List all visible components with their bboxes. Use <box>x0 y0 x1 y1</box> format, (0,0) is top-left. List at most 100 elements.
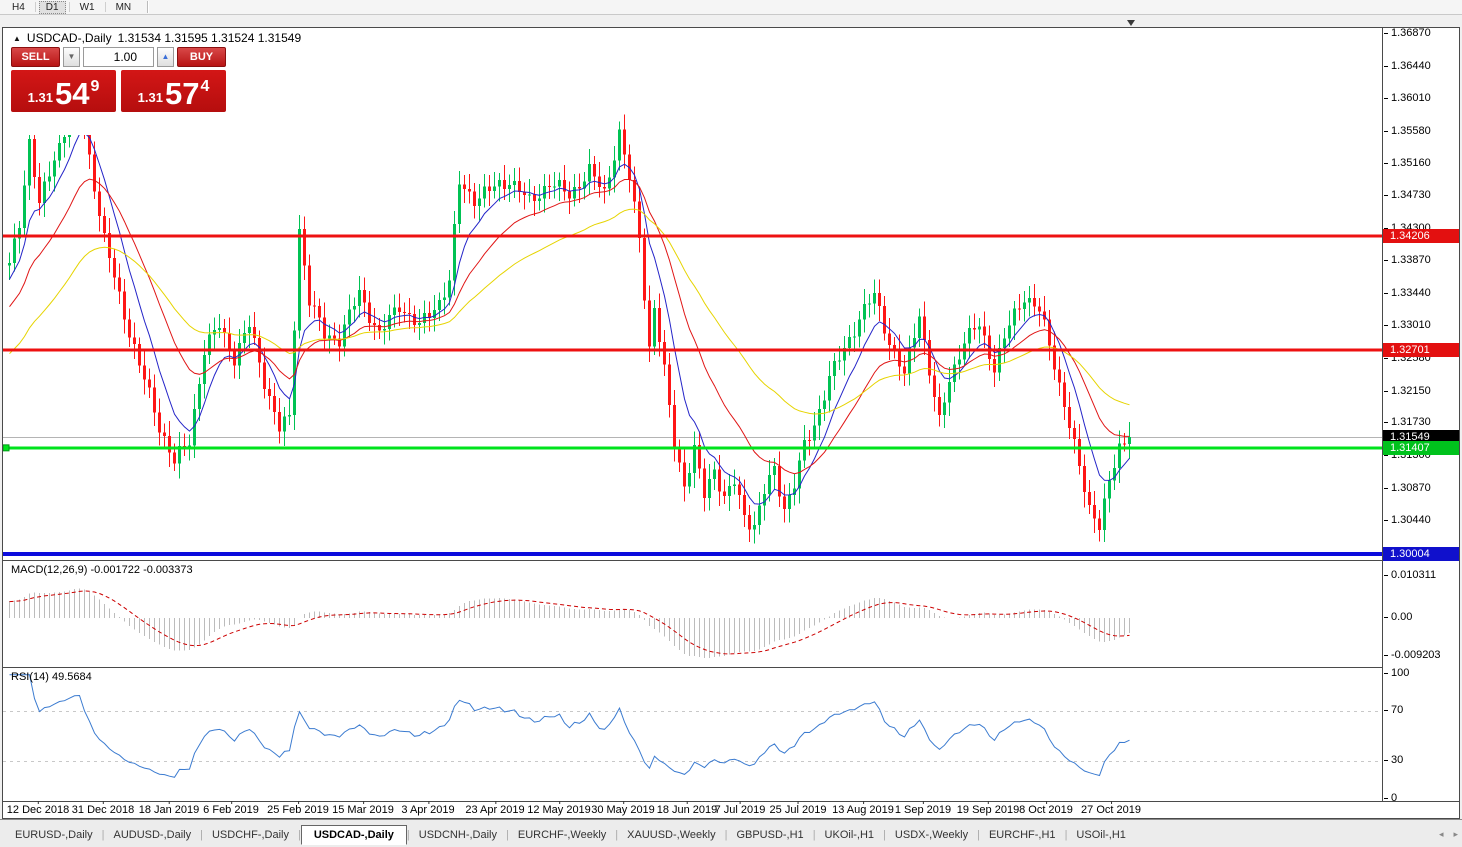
date-axis[interactable]: 12 Dec 2018 31 Dec 2018 18 Jan 2019 6 Feb 2… <box>3 801 1459 818</box>
price-tag-1.30004: 1.30004 <box>1383 547 1459 562</box>
sell-price-display[interactable]: 1.31 54 9 <box>11 70 116 112</box>
macd-indicator-chart <box>9 588 1130 659</box>
buy-price-digits: 57 <box>164 76 200 111</box>
timeframe-button-h4[interactable]: H4 <box>12 1 25 13</box>
macd-tick-label: 0.010311 <box>1383 568 1437 581</box>
price-scale[interactable]: 1.36870 1.36440 1.36010 1.35580 1.35160 1.347… <box>1383 27 1459 804</box>
tab-scroll-right-icon[interactable]: ▸ <box>1453 829 1458 839</box>
price-tick-label: 1.30870 <box>1384 481 1431 494</box>
macd-tick-label: -0.009203 <box>1384 648 1441 661</box>
price-scale-divider <box>1382 28 1383 801</box>
date-label: 1 Sep 2019 <box>894 801 952 816</box>
candles-layer <box>8 81 1131 544</box>
date-label: 18 Jan 2019 <box>138 801 200 816</box>
date-label: 7 Jul 2019 <box>714 801 766 816</box>
chart-ohlc-values: 1.31534 1.31595 1.31524 1.31549 <box>117 31 302 45</box>
price-tick-label: 1.32150 <box>1384 384 1431 397</box>
price-tag-1.32701: 1.32701 <box>1383 342 1459 357</box>
toolbar-separator <box>104 2 106 12</box>
tab-separator: | <box>101 829 105 841</box>
symbol-tab-usdcnh-daily[interactable]: USDCNH-,Daily <box>418 829 497 841</box>
timeframe-button-w1[interactable]: W1 <box>79 1 95 13</box>
tab-separator: | <box>724 829 728 841</box>
date-label: 27 Oct 2019 <box>1081 801 1141 816</box>
price-tick-label: 1.36010 <box>1384 92 1431 105</box>
pane-separator[interactable] <box>3 667 1459 668</box>
buy-price-display[interactable]: 1.31 57 4 <box>121 70 226 112</box>
tab-scroll-left-icon[interactable]: ◂ <box>1438 829 1444 839</box>
chart-tab-bar: EURUSD-,Daily | AUDUSD-,Daily | USDCHF-,Dail… <box>0 819 1462 847</box>
timeframe-toolbar: H4 D1 W1 MN <box>0 0 1462 15</box>
toolbar-groove <box>147 1 150 13</box>
volume-increase-button[interactable]: ▲ <box>157 47 174 67</box>
buy-price-prefix: 1.31 <box>137 90 163 105</box>
rsi-tick-label: 70 <box>1383 704 1404 716</box>
toolbar-separator <box>68 2 70 12</box>
price-tag-1.31407: 1.31407 <box>1383 440 1459 455</box>
price-tick-label: 1.36440 <box>1384 59 1431 72</box>
date-label: 13 Aug 2019 <box>832 801 894 816</box>
sell-button[interactable]: SELL <box>11 47 60 67</box>
trade-panel-toggle-icon[interactable]: ▲ <box>13 33 21 43</box>
ma-mid-line <box>9 178 1130 475</box>
sell-price-pip: 9 <box>90 78 100 95</box>
date-label: 18 Jun 2019 <box>656 801 718 816</box>
symbol-tab-usoil-h1[interactable]: USOil-,H1 <box>1076 829 1126 841</box>
date-label: 12 Dec 2018 <box>6 801 70 816</box>
pane-separator[interactable] <box>3 560 1459 561</box>
symbol-tab-xauusd-weekly[interactable]: XAUUSD-,Weekly <box>627 829 716 841</box>
price-tick-label: 1.34730 <box>1384 189 1431 202</box>
tab-separator: | <box>406 829 410 841</box>
symbol-tab-eurusd-daily[interactable]: EURUSD-,Daily <box>15 829 93 841</box>
symbol-tab-usdcad-daily[interactable]: USDCAD-,Daily <box>300 825 407 845</box>
tab-separator: | <box>506 829 509 841</box>
symbol-tab-usdchf-daily[interactable]: USDCHF-,Daily <box>211 829 289 841</box>
timeframe-button-mn[interactable]: MN <box>115 1 132 13</box>
price-tick-label: 1.33440 <box>1384 286 1431 299</box>
rsi-tick-label: 100 <box>1383 666 1410 679</box>
price-tick-label: 1.35160 <box>1384 156 1431 169</box>
sell-price-prefix: 1.31 <box>27 90 53 105</box>
price-tick-label: 1.33870 <box>1384 254 1431 267</box>
symbol-tab-usdx-weekly[interactable]: USDX-,Weekly <box>894 829 969 841</box>
volume-decrease-button[interactable]: ▼ <box>63 47 80 67</box>
rsi-line <box>9 674 1130 778</box>
one-click-trading-panel: SELL ▼ ▲ BUY 1.31 54 9 1.31 57 4 <box>9 45 228 135</box>
price-tick-label: 1.31730 <box>1384 416 1431 429</box>
symbol-tab-gbpusd-h1[interactable]: GBPUSD-,H1 <box>736 829 804 841</box>
timeframe-button-d1[interactable]: D1 <box>38 0 66 14</box>
symbol-tab-eurchf-weekly[interactable]: EURCHF-,Weekly <box>517 829 607 841</box>
buy-price-pip: 4 <box>200 78 210 95</box>
candlestick-chart <box>3 81 1382 557</box>
rsi-label: RSI(14) 49.5684 <box>11 671 92 683</box>
date-label: 25 Jul 2019 <box>769 801 827 816</box>
toolbar-separator <box>34 2 36 12</box>
rsi-indicator-chart <box>3 674 1382 778</box>
tab-separator: | <box>812 829 816 841</box>
tab-separator: | <box>977 829 980 841</box>
chart-symbol-label: USDCAD-,Daily <box>26 31 112 45</box>
buy-button[interactable]: BUY <box>177 47 226 67</box>
ma-fast-line <box>9 132 1130 505</box>
tab-separator: | <box>615 829 619 841</box>
price-tick-label: 1.36870 <box>1384 27 1431 39</box>
symbol-tab-eurchf-h1[interactable]: EURCHF-,H1 <box>988 829 1056 841</box>
support-line <box>3 446 1382 450</box>
symbol-tab-ukoil-h1[interactable]: UKOil-,H1 <box>824 829 875 841</box>
symbol-tab-audusd-daily[interactable]: AUDUSD-,Daily <box>113 829 192 841</box>
rsi-tick-label: 0 <box>1383 791 1398 804</box>
date-label: 12 May 2019 <box>527 801 591 816</box>
line-handle <box>3 444 10 452</box>
chart-shift-icon <box>1127 20 1135 26</box>
date-label: 25 Feb 2019 <box>267 801 329 816</box>
macd-label: MACD(12,26,9) -0.001722 -0.003373 <box>11 564 193 576</box>
price-tag-1.31549: 1.31549 <box>1383 430 1459 445</box>
chart-window: 1.36870 1.36440 1.36010 1.35580 1.35160 1.347… <box>2 27 1460 819</box>
support-line <box>3 552 1382 557</box>
date-label: 6 Feb 2019 <box>203 801 259 816</box>
rsi-tick-label: 30 <box>1383 754 1404 766</box>
sell-price-digits: 54 <box>54 76 90 111</box>
tab-separator: | <box>1064 829 1068 841</box>
tab-scroll-arrows: ◂ ▸ <box>1439 829 1458 844</box>
volume-input[interactable] <box>83 47 154 67</box>
